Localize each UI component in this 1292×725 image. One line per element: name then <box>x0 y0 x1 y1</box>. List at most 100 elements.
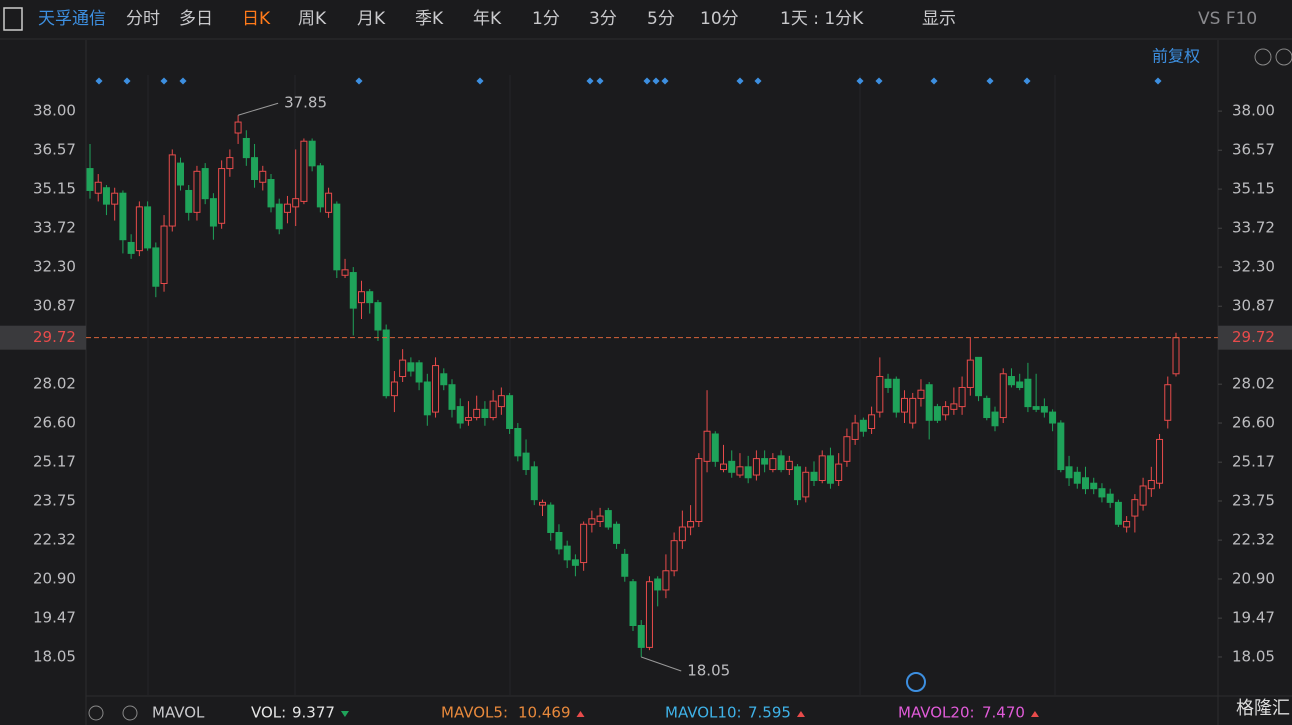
y-tick-label: 30.87 <box>1232 297 1275 315</box>
event-marker[interactable] <box>736 77 744 85</box>
event-marker[interactable] <box>930 77 938 85</box>
candle-body <box>596 515 604 523</box>
y-tick-label: 35.15 <box>33 180 76 198</box>
event-marker[interactable] <box>476 77 484 85</box>
y-tick-label: 28.02 <box>1232 375 1275 393</box>
event-marker[interactable] <box>355 77 363 85</box>
candle-body <box>497 395 505 408</box>
y-tick-label: 20.90 <box>1232 569 1275 587</box>
candle-body <box>563 545 571 561</box>
candle-body <box>267 179 275 208</box>
period-tab[interactable]: 季K <box>415 9 444 29</box>
candle-body <box>160 225 168 284</box>
y-tick-label: 38.00 <box>33 102 76 120</box>
candle-body <box>456 406 464 424</box>
candle-body <box>316 165 324 208</box>
footer-name: MAVOL5: <box>441 704 508 722</box>
indicator[interactable]: MAVOL <box>152 704 205 722</box>
event-marker[interactable] <box>95 77 103 85</box>
candle-body <box>769 458 777 471</box>
candle-body <box>859 419 867 432</box>
candle-body <box>802 471 810 498</box>
candle-body <box>999 373 1007 419</box>
settings-icon[interactable] <box>88 705 104 721</box>
y-tick-label: 23.75 <box>33 492 76 510</box>
y-tick-label: 32.30 <box>1232 258 1275 276</box>
period-tab[interactable]: 3分 <box>589 9 617 29</box>
candle-body <box>514 428 522 457</box>
candle-body <box>325 192 333 213</box>
interval[interactable]: 1天 : 1分K <box>780 9 864 29</box>
period-tab[interactable]: 10分 <box>700 9 739 29</box>
event-marker[interactable] <box>643 77 651 85</box>
display[interactable]: 显示 <box>922 9 956 29</box>
event-icon[interactable] <box>906 672 926 692</box>
period-tab[interactable]: 1分 <box>532 9 560 29</box>
candle-body <box>530 466 538 501</box>
event-marker[interactable] <box>160 77 168 85</box>
period-tab[interactable]: 周K <box>298 9 327 29</box>
period-tab[interactable]: 多日 <box>179 9 213 29</box>
event-marker[interactable] <box>123 77 131 85</box>
event-marker[interactable] <box>986 77 994 85</box>
candle-body <box>876 376 884 413</box>
zoom-in[interactable] <box>1275 48 1292 66</box>
candle-body <box>94 181 102 194</box>
candle-body <box>283 203 291 213</box>
period-tab[interactable]: 5分 <box>647 9 675 29</box>
candle-body <box>588 518 596 525</box>
candle-body <box>933 406 941 421</box>
event-marker[interactable] <box>856 77 864 85</box>
candle-body <box>547 504 555 533</box>
candle-body <box>349 272 357 309</box>
y-tick-label: 36.57 <box>33 141 76 159</box>
event-marker[interactable] <box>652 77 660 85</box>
y-tick-label: 18.05 <box>1232 647 1275 665</box>
candle-body <box>925 384 933 421</box>
f10[interactable]: VS F10 <box>1198 9 1257 29</box>
close-icon[interactable] <box>122 705 138 721</box>
candle-body <box>794 466 802 501</box>
candle-body <box>415 362 423 383</box>
symbol[interactable]: 天孚通信 <box>38 9 106 29</box>
event-marker[interactable] <box>179 77 187 85</box>
candle-body <box>826 455 834 484</box>
candle-body <box>744 466 752 479</box>
event-marker[interactable] <box>586 77 594 85</box>
y-tick-label: 26.60 <box>33 414 76 432</box>
candle-body <box>711 433 719 462</box>
event-marker[interactable] <box>875 77 883 85</box>
event-marker[interactable] <box>661 77 669 85</box>
y-tick-label: 28.02 <box>33 375 76 393</box>
candle-body <box>613 523 621 544</box>
annotation-line <box>237 102 279 116</box>
event-marker[interactable] <box>754 77 762 85</box>
candle-body <box>366 291 374 304</box>
period-tab[interactable]: 月K <box>357 9 386 29</box>
event-marker[interactable] <box>596 77 604 85</box>
watermark: 格隆汇 <box>1236 698 1290 719</box>
candle-body <box>966 359 974 388</box>
period-tab[interactable]: 分时 <box>126 9 160 29</box>
candle-body <box>909 397 917 424</box>
last-price-label: 29.72 <box>1232 328 1275 346</box>
footer-value: 7.595 <box>748 704 791 722</box>
footer-name: MAVOL20: <box>898 704 975 722</box>
last-price-box <box>1218 325 1292 350</box>
period-tab[interactable]: 年K <box>473 9 502 29</box>
candle-body <box>958 386 966 408</box>
menu-icon[interactable] <box>3 7 23 31</box>
candle-body <box>1147 479 1155 490</box>
candle-body <box>119 192 127 241</box>
candle-body <box>448 384 456 410</box>
candle-body <box>843 436 851 462</box>
period-tab[interactable]: 日K <box>242 9 271 29</box>
adjust[interactable]: 前复权 <box>1152 47 1200 66</box>
high-label: 37.85 <box>284 94 327 112</box>
candle-body <box>539 501 546 506</box>
candle-body <box>1098 488 1106 498</box>
zoom-out[interactable] <box>1254 48 1272 66</box>
candle-body <box>703 430 711 462</box>
footer-name: MAVOL10: <box>665 704 742 722</box>
candle-body <box>308 140 316 167</box>
